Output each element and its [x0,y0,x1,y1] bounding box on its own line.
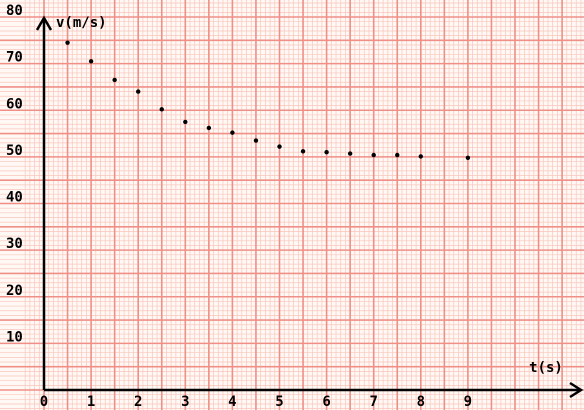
x-tick-label: 2 [134,394,142,410]
x-tick-label: 4 [228,394,236,410]
data-point [159,107,164,112]
y-tick-label: 30 [6,236,23,252]
x-tick-label: 6 [322,394,330,410]
y-tick-label: 70 [6,50,23,66]
data-points [65,40,471,161]
y-tick-label: 80 [6,3,23,19]
x-tick-label: 8 [417,394,425,410]
data-point [136,89,141,94]
x-tick-label: 5 [275,394,283,410]
axis-labels: 0 1 2 3 4 5 6 7 8 9 10 20 30 40 50 60 70 80 v(m/s) t(s) [6,3,563,410]
data-point [300,149,306,154]
x-tick-label: 1 [87,394,95,410]
data-point [206,125,212,131]
data-point [277,144,282,149]
x-tick-label: 0 [40,394,48,410]
y-axis-label: v(m/s) [56,15,107,31]
data-point [88,59,94,64]
data-point [65,40,70,45]
y-tick-label: 40 [6,190,23,206]
data-point [395,152,400,158]
data-point [183,119,188,125]
x-axis-label: t(s) [529,360,563,376]
axes [35,15,584,399]
data-point [371,152,376,158]
data-point [230,130,235,135]
y-tick-label: 50 [6,143,23,159]
data-point [418,154,423,159]
y-tick-label: 10 [6,329,23,345]
data-point [112,77,117,83]
x-tick-label: 7 [369,394,377,410]
x-axis-arrow [569,381,584,399]
data-point [465,155,471,161]
data-point [347,151,353,156]
x-tick-label: 9 [464,394,472,410]
x-tick-label: 3 [181,394,189,410]
data-point [253,138,259,143]
y-tick-label: 20 [6,283,23,299]
y-axis-arrow [35,15,53,31]
y-tick-label: 60 [6,96,23,112]
data-point [324,150,329,155]
